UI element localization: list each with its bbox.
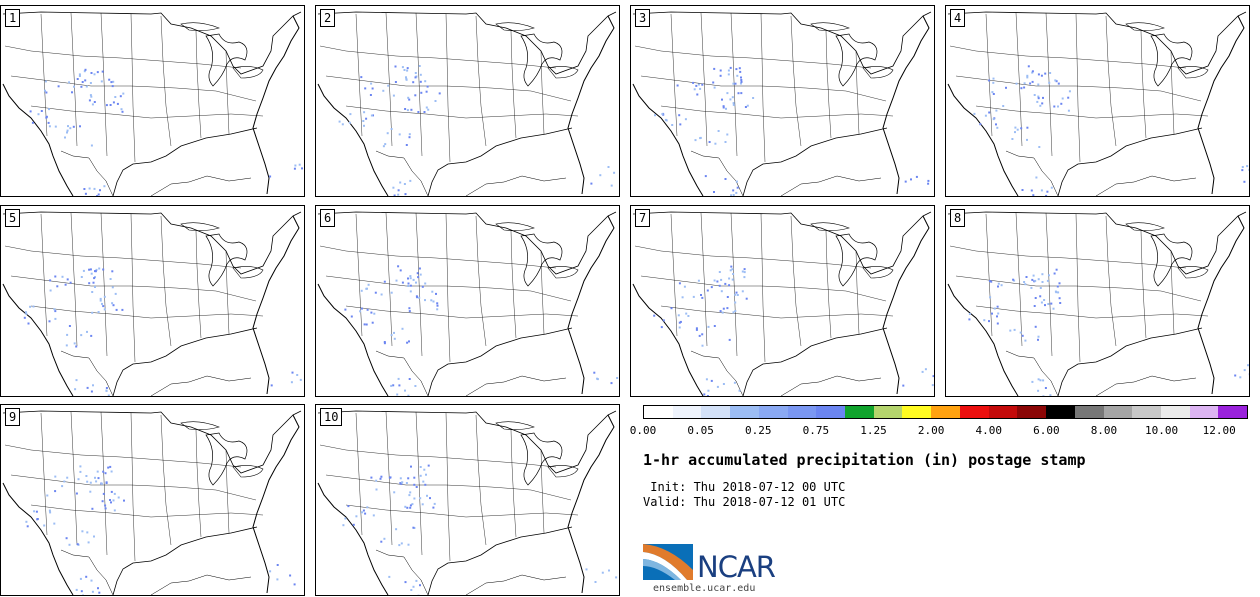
- colorbar-segment: [902, 406, 932, 418]
- ncar-logo-icon: [643, 544, 693, 580]
- colorbar-tick-label: 0.05: [687, 424, 714, 437]
- postage-stamp-panel-5: 5: [0, 205, 305, 397]
- panel-number-label: 3: [635, 9, 651, 27]
- colorbar-tick-label: 0.25: [744, 424, 772, 437]
- postage-stamp-panel-9: 9: [0, 404, 305, 596]
- postage-stamp-panel-10: 10: [315, 404, 620, 596]
- colorbar-tick-label: 1.25: [860, 424, 887, 437]
- plot-title: 1-hr accumulated precipitation (in) post…: [643, 451, 1086, 469]
- colorbar-tick-label: 4.00: [975, 424, 1002, 437]
- colorbar-segment: [1218, 406, 1248, 418]
- us-map-icon: [2, 410, 302, 595]
- us-map-icon: [317, 11, 617, 196]
- init-time: Init: Thu 2018-07-12 00 UTC: [643, 480, 846, 494]
- panel-number-label: 2: [320, 9, 336, 27]
- postage-stamp-panel-1: 1: [0, 5, 305, 197]
- colorbar-segment: [644, 406, 673, 418]
- us-map-icon: [632, 11, 932, 196]
- colorbar-tick-label: 2.00: [917, 424, 945, 437]
- us-map-icon: [947, 211, 1249, 396]
- postage-stamp-panel-3: 3: [630, 5, 935, 197]
- us-map-icon: [2, 11, 303, 196]
- colorbar-segment: [701, 406, 731, 418]
- panel-number-label: 4: [950, 9, 966, 27]
- colorbar-segment: [1017, 406, 1047, 418]
- panel-number-label: 6: [320, 209, 336, 227]
- colorbar-tick-label: 10.00: [1145, 424, 1179, 437]
- colorbar-segment: [758, 406, 788, 418]
- postage-stamp-panel-4: 4: [945, 5, 1250, 197]
- panel-number-label: 8: [950, 209, 966, 227]
- valid-time: Valid: Thu 2018-07-12 01 UTC: [643, 495, 846, 509]
- colorbar-segment: [816, 406, 846, 418]
- colorbar-tick-label: 12.00: [1202, 424, 1236, 437]
- us-map-icon: [317, 410, 618, 595]
- website-url: ensemble.ucar.edu: [653, 583, 756, 594]
- colorbar-segment: [1074, 406, 1104, 418]
- precip-colorbar: [643, 405, 1248, 419]
- colorbar-segment: [787, 406, 817, 418]
- panel-number-label: 5: [5, 209, 21, 227]
- colorbar-segment: [988, 406, 1018, 418]
- colorbar-segment: [931, 406, 960, 418]
- us-map-icon: [632, 211, 934, 396]
- colorbar-tick-label: 6.00: [1033, 424, 1060, 437]
- colorbar-segment: [1189, 406, 1219, 418]
- colorbar-segment: [845, 406, 874, 418]
- colorbar-segment: [873, 406, 903, 418]
- colorbar-tick-label: 0.00: [629, 424, 657, 437]
- colorbar-tick-label: 0.75: [802, 424, 830, 437]
- colorbar-segment: [1103, 406, 1133, 418]
- postage-stamp-panel-7: 7: [630, 205, 935, 397]
- colorbar-tick-label: 8.00: [1090, 424, 1118, 437]
- colorbar-segment: [959, 406, 989, 418]
- colorbar-segment: [672, 406, 702, 418]
- panel-number-label: 10: [320, 408, 343, 426]
- postage-stamp-panel-8: 8: [945, 205, 1250, 397]
- colorbar-segment: [1160, 406, 1190, 418]
- postage-stamp-panel-2: 2: [315, 5, 620, 197]
- us-map-icon: [947, 11, 1249, 196]
- panel-number-label: 9: [5, 408, 21, 426]
- postage-stamp-panel-6: 6: [315, 205, 620, 397]
- panel-number-label: 7: [635, 209, 651, 227]
- ncar-logo-text: NCAR: [697, 550, 776, 584]
- us-map-icon: [2, 211, 302, 396]
- colorbar-segment: [730, 406, 759, 418]
- panel-number-label: 1: [5, 9, 21, 27]
- us-map-icon: [317, 211, 619, 396]
- colorbar-segment: [1046, 406, 1075, 418]
- colorbar-segment: [1132, 406, 1161, 418]
